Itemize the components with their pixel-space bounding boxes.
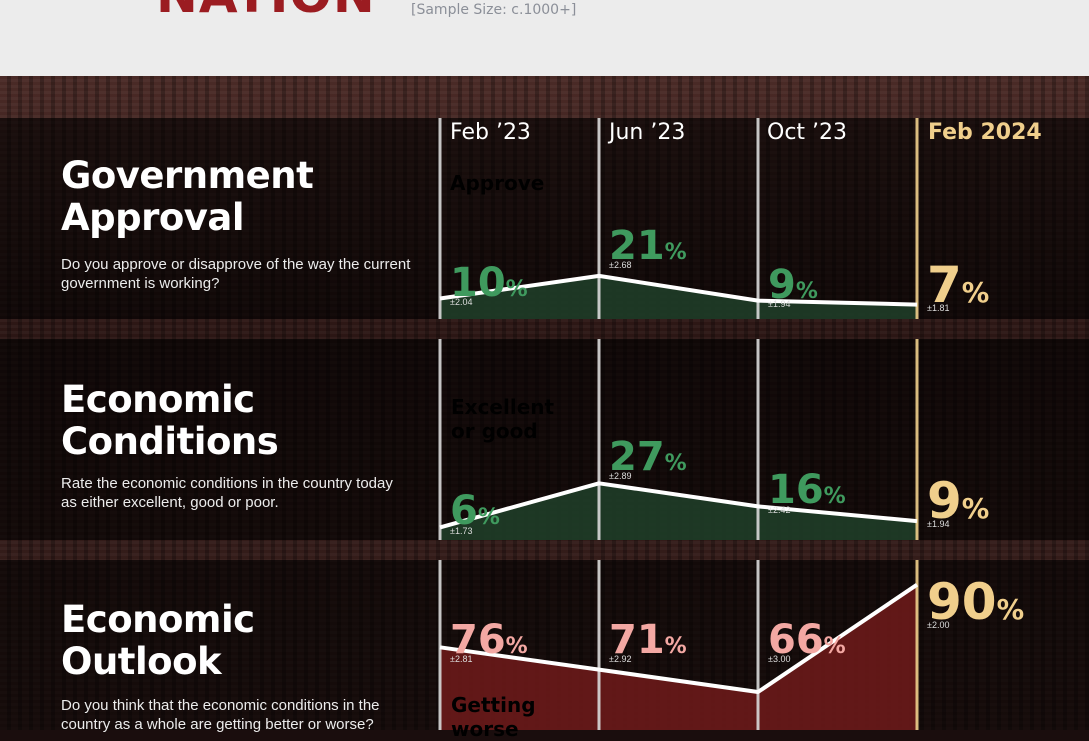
gridline-economic-conditions-oct-23 [756,339,760,540]
metric-label-approve: Approve [450,171,545,195]
title-economic-outlook: Economic Outlook [61,598,255,683]
area-economic-conditions [440,483,917,540]
margin-label-economic-outlook-feb-2024: ±2.00 [927,620,950,630]
line-government-approval [439,273,918,307]
margin-label-economic-conditions-oct-23: ±2.42 [768,504,791,515]
area-government-approval [440,275,917,319]
gridline-economic-outlook-jun-23 [597,560,601,730]
question-economic-conditions: Rate the economic conditions in the coun… [61,475,393,511]
column-header-feb-23: Feb ’23 [450,120,531,145]
line-economic-outlook [439,583,919,694]
gridline-economic-conditions-feb-23 [438,339,442,540]
gridline-economic-conditions-jun-23 [597,339,601,540]
value-label-economic-conditions-oct-23: 16% [768,467,846,514]
gridline-economic-outlook-feb-2024 [915,560,919,730]
value-label-economic-outlook-feb-23: 76% [450,617,528,663]
margin-label-economic-conditions-jun-23: ±2.89 [609,471,632,482]
metric-label-getting-worse: Getting worse [451,693,536,741]
margin-label-economic-outlook-jun-23: ±2.92 [609,654,632,665]
margin-label-economic-conditions-feb-23: ±1.73 [450,525,473,536]
value-label-economic-conditions-feb-23: 6% [450,488,500,535]
gridline-government-approval-oct-23 [756,118,760,319]
margin-label-economic-conditions-feb-2024: ±1.94 [927,519,950,530]
value-label-government-approval-feb-2024: 7% [927,255,990,314]
margin-label-economic-outlook-oct-23: ±3.00 [768,654,791,665]
value-label-economic-conditions-jun-23: 27% [609,434,687,480]
value-label-economic-outlook-feb-2024: 90% [927,573,1025,631]
gridline-economic-outlook-oct-23 [756,560,760,730]
question-government-approval: Do you approve or disapprove of the way … [61,256,411,292]
gridline-government-approval-feb-23 [438,118,442,319]
margin-label-government-approval-oct-23: ±1.94 [768,298,791,309]
question-economic-outlook: Do you think that the economic condition… [61,697,380,733]
margin-label-economic-outlook-feb-23: ±2.81 [450,654,473,665]
logo: NATION [156,0,376,20]
margin-label-government-approval-feb-2024: ±1.81 [927,302,950,313]
margin-label-government-approval-jun-23: ±2.68 [609,260,632,271]
gridline-economic-outlook-feb-23 [438,560,442,730]
line-economic-conditions [439,481,918,530]
header: NATION [Sample Size: c.1000+] [0,0,1089,76]
gridline-government-approval-feb-2024 [915,118,919,319]
gridline-economic-conditions-feb-2024 [915,339,919,540]
value-label-government-approval-oct-23: 9% [768,261,818,308]
sample-size: [Sample Size: c.1000+] [411,2,577,18]
title-economic-conditions: Economic Conditions [61,378,279,463]
margin-label-government-approval-feb-23: ±2.04 [450,296,473,307]
gridline-government-approval-jun-23 [597,118,601,319]
value-label-economic-outlook-oct-23: 66% [768,617,846,663]
value-label-economic-conditions-feb-2024: 9% [927,472,990,531]
title-government-approval: Government Approval [61,154,314,239]
column-header-oct-23: Oct ’23 [767,120,848,145]
value-label-government-approval-jun-23: 21% [609,223,687,269]
column-header-jun-23: Jun ’23 [609,120,686,145]
area-economic-outlook [440,584,917,730]
value-label-economic-outlook-jun-23: 71% [609,617,687,663]
value-label-government-approval-feb-23: 10% [450,259,528,306]
column-header-feb-2024: Feb 2024 [928,120,1042,145]
metric-label-excellent-or-good: Excellent or good [451,395,555,443]
